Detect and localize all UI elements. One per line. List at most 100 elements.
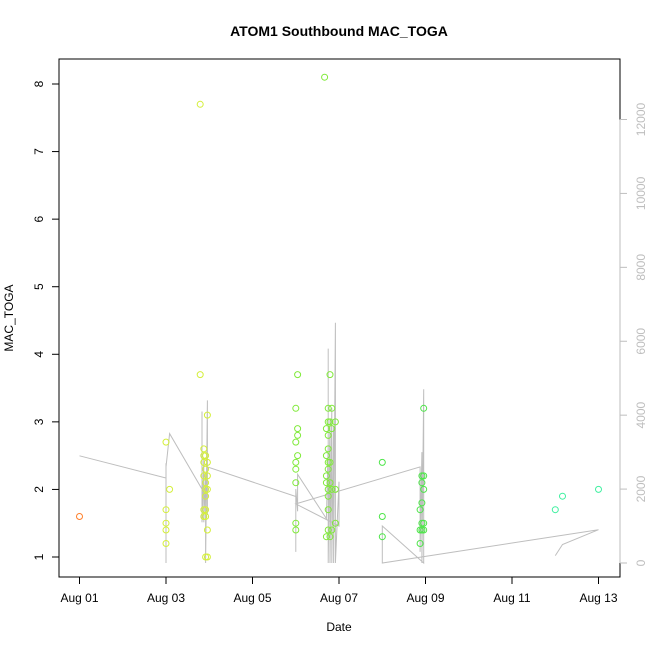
data-point <box>324 485 332 493</box>
x-tick-label: Aug 05 <box>233 591 271 605</box>
data-point <box>420 404 428 412</box>
y2-tick-label: 12000 <box>634 102 648 136</box>
data-point <box>162 519 170 527</box>
points-layer <box>76 73 602 561</box>
data-point <box>378 458 386 466</box>
data-point <box>76 513 83 520</box>
y2-tick-label: 6000 <box>634 328 648 355</box>
y-tick-label: 4 <box>32 351 46 358</box>
data-point <box>321 73 329 81</box>
data-point <box>418 499 426 507</box>
data-point <box>292 404 300 412</box>
data-point <box>294 431 302 439</box>
y-tick-label: 2 <box>32 486 46 493</box>
data-point <box>559 492 566 500</box>
data-point <box>322 472 330 480</box>
data-point <box>294 371 302 379</box>
x-tick-label: Aug 13 <box>579 591 617 605</box>
data-point <box>202 506 210 514</box>
x-axis-label: Date <box>326 620 352 634</box>
data-point <box>292 465 300 473</box>
data-point <box>324 526 332 534</box>
data-point <box>420 519 428 527</box>
data-point <box>196 100 204 108</box>
data-point <box>202 452 210 460</box>
x-tick-label: Aug 01 <box>60 591 98 605</box>
data-point <box>328 485 336 493</box>
y-tick-label: 6 <box>32 215 46 222</box>
y2-tick-label: 0 <box>634 559 648 566</box>
data-point <box>328 404 336 412</box>
y-tick-label: 7 <box>32 148 46 155</box>
data-point <box>420 472 428 480</box>
data-point <box>322 452 330 460</box>
data-point <box>324 445 332 453</box>
x-tick-label: Aug 11 <box>493 591 530 605</box>
data-point <box>162 438 170 446</box>
y2-tick-label: 8000 <box>634 254 648 281</box>
data-point <box>292 519 300 527</box>
data-point <box>326 479 334 487</box>
data-point <box>202 492 210 500</box>
secondary-series-layer <box>79 322 599 565</box>
data-point <box>331 418 339 426</box>
data-point <box>551 506 559 514</box>
data-point <box>378 513 386 520</box>
data-point <box>203 526 211 534</box>
data-point <box>324 492 332 500</box>
data-point <box>292 458 300 466</box>
data-point <box>326 533 334 541</box>
data-point <box>203 553 211 561</box>
data-point <box>322 479 330 487</box>
data-point <box>202 479 210 487</box>
data-point <box>202 513 210 520</box>
y-tick-label: 3 <box>32 418 46 425</box>
y2-tick-label: 2000 <box>634 475 648 502</box>
data-point <box>292 526 300 534</box>
data-point <box>166 485 174 493</box>
data-point <box>326 371 334 379</box>
x-tick-label: Aug 03 <box>147 591 185 605</box>
data-point <box>328 425 336 433</box>
data-point <box>420 485 428 493</box>
y-tick-label: 1 <box>32 553 46 560</box>
y-tick-label: 5 <box>32 283 46 290</box>
data-point <box>328 526 336 534</box>
data-point <box>378 533 386 541</box>
data-point <box>162 540 170 547</box>
data-point <box>324 506 332 514</box>
x-tick-label: Aug 07 <box>320 591 358 605</box>
x-tick-label: Aug 09 <box>406 591 444 605</box>
data-point <box>292 438 300 446</box>
data-point <box>322 425 330 433</box>
data-point <box>326 458 334 466</box>
data-point <box>162 506 170 514</box>
secondary-series-line <box>79 322 599 565</box>
data-point <box>200 472 208 480</box>
data-point <box>203 485 211 493</box>
y-tick-label: 8 <box>32 80 46 87</box>
data-point <box>196 371 204 379</box>
data-point <box>416 540 424 547</box>
data-point <box>331 519 339 527</box>
data-point <box>203 458 211 466</box>
chart-title: ATOM1 Southbound MAC_TOGA <box>230 23 448 39</box>
data-point <box>294 452 302 460</box>
data-point <box>162 526 170 534</box>
data-point <box>420 526 428 534</box>
data-point <box>200 458 208 466</box>
data-point <box>203 472 211 480</box>
data-point <box>324 404 332 412</box>
data-point <box>292 479 300 487</box>
data-point <box>326 418 334 426</box>
data-point <box>203 411 211 419</box>
y2-tick-label: 4000 <box>634 401 648 428</box>
data-point <box>322 533 330 541</box>
data-point <box>418 479 426 487</box>
data-point <box>202 465 210 473</box>
y-axis-label: MAC_TOGA <box>2 284 16 351</box>
data-point <box>324 465 332 473</box>
data-point <box>331 485 339 493</box>
data-point <box>416 506 424 514</box>
